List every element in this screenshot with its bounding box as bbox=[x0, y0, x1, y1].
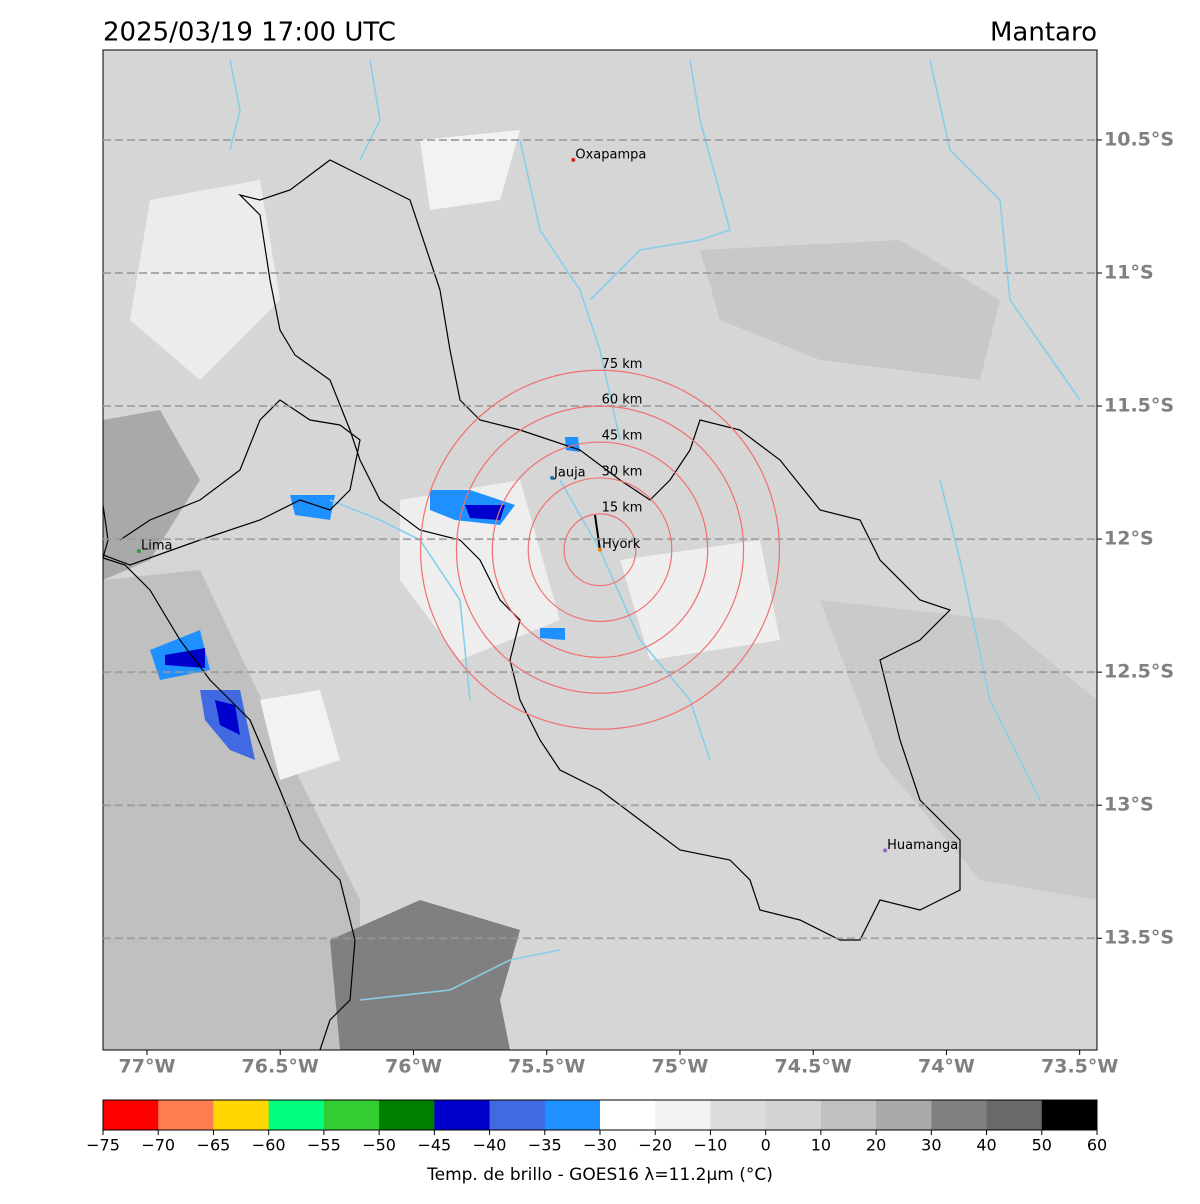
city-marker bbox=[136, 549, 141, 554]
city-marker bbox=[598, 547, 602, 552]
colorbar-tick-label: 0 bbox=[761, 1136, 771, 1155]
ring-label: 60 km bbox=[602, 393, 643, 408]
colorbar-tick-label: −50 bbox=[362, 1136, 396, 1155]
colorbar-bin bbox=[158, 1100, 214, 1130]
colorbar-tick-label: −10 bbox=[694, 1136, 728, 1155]
lat-tick-label: 11°S bbox=[1104, 261, 1154, 283]
city-label: Jauja bbox=[553, 465, 586, 480]
ring-label: 75 km bbox=[602, 357, 643, 372]
lat-tick-label: 11.5°S bbox=[1104, 395, 1174, 417]
city-label: Lima bbox=[141, 539, 172, 554]
lon-tick-label: 75°W bbox=[651, 1056, 708, 1078]
city-marker bbox=[571, 157, 576, 162]
colorbar-bin bbox=[103, 1100, 159, 1130]
lat-tick-label: 13.5°S bbox=[1104, 927, 1174, 949]
colorbar-tick-label: −30 bbox=[583, 1136, 617, 1155]
colorbar-tick-label: −60 bbox=[252, 1136, 286, 1155]
colorbar-bin bbox=[434, 1100, 491, 1130]
colorbar-bin bbox=[323, 1100, 380, 1130]
colorbar-bin bbox=[765, 1100, 822, 1130]
lon-tick-label: 74.5°W bbox=[775, 1056, 852, 1078]
range-ring bbox=[455, 405, 745, 694]
colorbar-bin bbox=[268, 1100, 325, 1130]
colorbar-label: Temp. de brillo - GOES16 λ=11.2μm (°C) bbox=[426, 1165, 773, 1185]
colorbar-bin bbox=[1041, 1100, 1098, 1130]
city-marker bbox=[883, 848, 888, 853]
ring-label: 15 km bbox=[602, 500, 643, 515]
colorbar-bin bbox=[379, 1100, 435, 1130]
colorbar-tick-label: 50 bbox=[1032, 1136, 1052, 1155]
colorbar-tick-label: 40 bbox=[976, 1136, 996, 1155]
colorbar-tick-label: 20 bbox=[866, 1136, 886, 1155]
lat-tick-label: 10.5°S bbox=[1104, 128, 1174, 150]
colorbar-tick-label: −75 bbox=[86, 1136, 120, 1155]
ring-label: 30 km bbox=[602, 464, 643, 479]
city-label: Huamanga bbox=[887, 838, 958, 853]
lat-tick-label: 12.5°S bbox=[1104, 661, 1174, 683]
colorbar-tick-label: −20 bbox=[638, 1136, 672, 1155]
colorbar-tick-label: 60 bbox=[1087, 1136, 1107, 1155]
colorbar-tick-label: 10 bbox=[811, 1136, 831, 1155]
range-ring bbox=[527, 477, 673, 623]
lon-tick-label: 75.5°W bbox=[508, 1056, 585, 1078]
city-marker bbox=[550, 475, 555, 480]
lon-tick-label: 73.5°W bbox=[1041, 1056, 1118, 1078]
colorbar-bin bbox=[655, 1100, 711, 1130]
lat-tick-label: 13°S bbox=[1104, 794, 1154, 816]
map-overlay: 15 km 30 km 45 km 60 km 75 km Oxapampa Jauja Hy… bbox=[103, 138, 1097, 940]
colorbar-bin bbox=[600, 1100, 656, 1130]
map-background bbox=[103, 50, 1097, 1050]
range-ring bbox=[563, 513, 637, 587]
map-frame bbox=[102, 49, 1098, 1051]
lon-tick-label: 76°W bbox=[385, 1056, 442, 1078]
colorbar-tick-label: −70 bbox=[141, 1136, 175, 1155]
colorbar-tick-label: −40 bbox=[473, 1136, 507, 1155]
colorbar-bin bbox=[489, 1100, 546, 1130]
ring-label: 45 km bbox=[602, 429, 643, 444]
colorbar-tick-label: 30 bbox=[921, 1136, 941, 1155]
colorbar-tick-label: −35 bbox=[528, 1136, 562, 1155]
colorbar-tick-label: −55 bbox=[307, 1136, 341, 1155]
city-label: Hyork bbox=[602, 537, 641, 552]
city-label: Oxapampa bbox=[575, 147, 646, 162]
colorbar-tick-label: −45 bbox=[417, 1136, 451, 1155]
colorbar-bin bbox=[986, 1100, 1043, 1130]
colorbar-bin bbox=[876, 1100, 932, 1130]
colorbar-bin bbox=[544, 1100, 601, 1130]
region: Mantaro bbox=[990, 18, 1097, 48]
colorbar-bin bbox=[931, 1100, 988, 1130]
colorbar-bin bbox=[213, 1100, 270, 1130]
colorbar-tick-label: −65 bbox=[197, 1136, 231, 1155]
range-ring bbox=[419, 369, 781, 730]
colorbar-bin bbox=[820, 1100, 877, 1130]
lon-tick-label: 74°W bbox=[918, 1056, 975, 1078]
range-ring bbox=[491, 441, 709, 659]
lat-tick-label: 12°S bbox=[1104, 528, 1154, 550]
lon-tick-label: 77°W bbox=[119, 1056, 176, 1078]
title: 2025/03/19 17:00 UTC bbox=[103, 18, 396, 48]
lon-tick-label: 76.5°W bbox=[242, 1056, 319, 1078]
colorbar-bin bbox=[710, 1100, 767, 1130]
